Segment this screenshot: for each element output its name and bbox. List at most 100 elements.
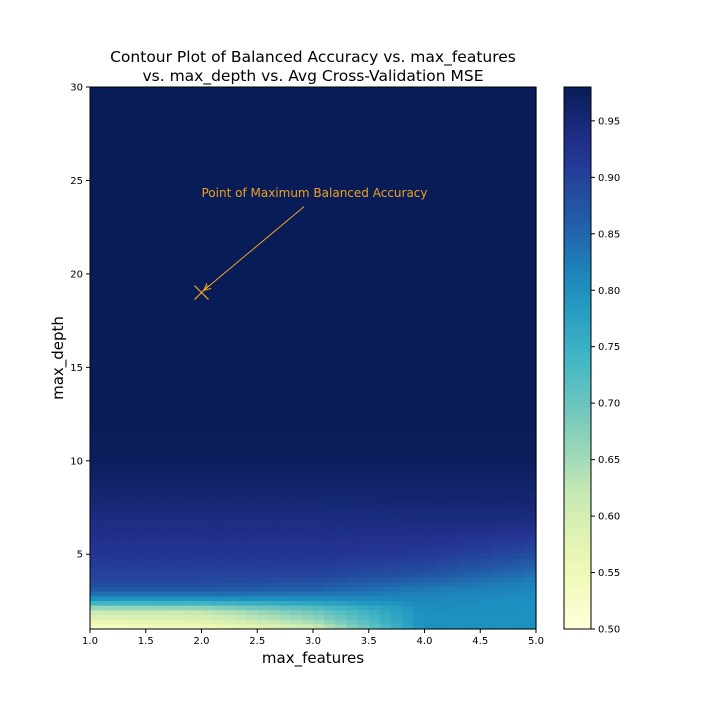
heatmap-cell	[469, 423, 481, 429]
heatmap-cell	[290, 287, 303, 294]
heatmap-cell	[524, 273, 537, 280]
heatmap-cell	[346, 329, 359, 336]
heatmap-cell	[145, 479, 158, 485]
heatmap-cell	[335, 465, 348, 471]
heatmap-cell	[413, 133, 426, 139]
heatmap-cell	[446, 582, 459, 588]
heatmap-cell	[279, 115, 292, 121]
heatmap-cell	[201, 306, 214, 312]
heatmap-cell	[513, 222, 526, 228]
heatmap-cell	[424, 273, 437, 280]
heatmap-cell	[457, 516, 470, 523]
heatmap-cell	[424, 516, 437, 523]
heatmap-cell	[480, 166, 492, 172]
heatmap-cell	[223, 353, 236, 359]
heatmap-cell	[368, 269, 381, 275]
heatmap-cell	[446, 129, 459, 135]
heatmap-cell	[112, 605, 125, 611]
heatmap-cell	[279, 87, 292, 93]
heatmap-cell	[335, 166, 348, 172]
heatmap-cell	[513, 456, 526, 462]
heatmap-cell	[234, 549, 247, 555]
heatmap-cell	[379, 488, 392, 495]
heatmap-cell	[179, 526, 191, 532]
heatmap-cell	[446, 572, 459, 579]
heatmap-cell	[335, 456, 348, 462]
heatmap-cell	[90, 348, 102, 354]
heatmap-cell	[424, 311, 437, 317]
heatmap-cell	[391, 353, 403, 359]
heatmap-cell	[134, 390, 147, 396]
heatmap-cell	[469, 348, 481, 354]
heatmap-cell	[435, 278, 448, 284]
heatmap-cell	[357, 558, 370, 565]
heatmap-cell	[290, 161, 303, 168]
heatmap-cell	[279, 395, 292, 401]
heatmap-cell	[424, 147, 437, 154]
heatmap-cell	[502, 572, 515, 579]
heatmap-cell	[424, 110, 437, 116]
heatmap-cell	[179, 428, 191, 434]
heatmap-cell	[324, 143, 336, 149]
heatmap-cell	[246, 124, 258, 130]
heatmap-cell	[212, 222, 225, 228]
heatmap-cell	[346, 115, 359, 121]
heatmap-cell	[168, 152, 180, 158]
heatmap-cell	[335, 386, 348, 392]
heatmap-cell	[134, 301, 147, 308]
heatmap-cell	[324, 329, 336, 336]
heatmap-cell	[201, 498, 214, 504]
heatmap-cell	[156, 358, 169, 364]
heatmap-cell	[134, 147, 147, 154]
heatmap-cell	[101, 161, 113, 168]
heatmap-cell	[156, 119, 169, 125]
heatmap-cell	[168, 166, 180, 172]
heatmap-cell	[480, 554, 492, 560]
heatmap-cell	[145, 133, 158, 139]
heatmap-cell	[324, 96, 336, 102]
heatmap-cell	[413, 535, 426, 541]
heatmap-cell	[268, 91, 281, 97]
heatmap-cell	[168, 535, 180, 541]
heatmap-cell	[223, 110, 236, 116]
heatmap-cell	[112, 152, 125, 158]
heatmap-cell	[502, 208, 515, 214]
heatmap-cell	[379, 199, 392, 205]
heatmap-cell	[413, 540, 426, 546]
heatmap-cell	[480, 498, 492, 504]
heatmap-cell	[234, 568, 247, 574]
heatmap-cell	[101, 582, 113, 588]
heatmap-cell	[391, 563, 403, 569]
heatmap-cell	[313, 498, 325, 504]
heatmap-cell	[480, 175, 492, 182]
heatmap-cell	[156, 152, 169, 158]
heatmap-cell	[134, 530, 147, 537]
heatmap-cell	[279, 479, 292, 485]
heatmap-cell	[357, 110, 370, 116]
heatmap-cell	[402, 442, 414, 448]
heatmap-cell	[179, 325, 191, 331]
heatmap-cell	[379, 264, 392, 270]
heatmap-cell	[469, 465, 481, 471]
heatmap-cell	[134, 577, 147, 583]
heatmap-cell	[335, 404, 348, 410]
heatmap-cell	[112, 591, 125, 597]
heatmap-cell	[368, 222, 381, 228]
colorbar-tick-label: 0.50	[598, 625, 620, 636]
heatmap-cell	[179, 586, 191, 593]
heatmap-cell	[346, 386, 359, 392]
heatmap-cell	[413, 320, 426, 326]
heatmap-cell	[290, 605, 303, 611]
heatmap-cell	[524, 311, 537, 317]
heatmap-cell	[524, 250, 537, 256]
heatmap-cell	[379, 381, 392, 387]
heatmap-cell	[446, 138, 459, 144]
heatmap-cell	[346, 227, 359, 233]
heatmap-cell	[413, 460, 426, 467]
heatmap-cell	[134, 133, 147, 139]
heatmap-cell	[469, 414, 481, 420]
heatmap-cell	[368, 404, 381, 410]
heatmap-cell	[413, 208, 426, 214]
heatmap-cell	[357, 507, 370, 513]
heatmap-cell	[179, 194, 191, 200]
